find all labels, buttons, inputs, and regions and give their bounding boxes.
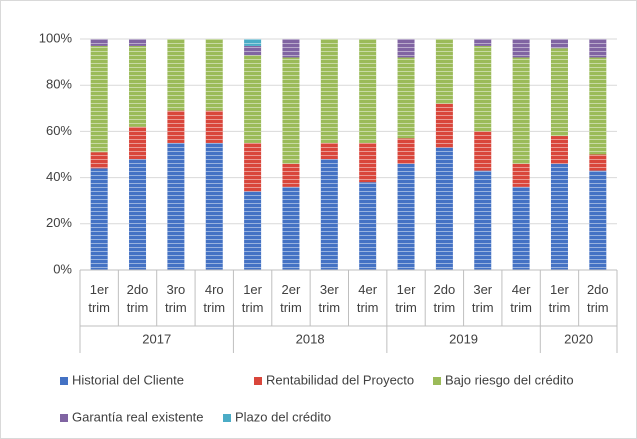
bar-texture xyxy=(550,136,568,164)
x-tick-label: 3er trim xyxy=(471,282,494,315)
x-tick-label: 1er trim xyxy=(395,282,417,315)
x-tick-label: 4er trim xyxy=(510,282,532,315)
bar-texture xyxy=(205,142,223,270)
legend-label: Garantía real existente xyxy=(72,409,204,424)
bar-texture xyxy=(589,154,607,171)
group-label: 2020 xyxy=(564,331,593,346)
bar-texture xyxy=(90,168,108,270)
bar-texture xyxy=(359,182,377,270)
bar-texture xyxy=(205,110,223,143)
bar-texture xyxy=(167,39,185,111)
y-tick-label: 40% xyxy=(46,169,72,184)
bar-texture xyxy=(90,39,108,46)
x-tick-label: 3er trim xyxy=(318,282,341,315)
legend-label: Bajo riesgo del crédito xyxy=(445,372,574,387)
legend-swatch xyxy=(223,414,231,422)
bar-texture xyxy=(167,110,185,143)
bar-texture xyxy=(435,39,453,104)
y-tick-label: 20% xyxy=(46,215,72,230)
bar-texture xyxy=(550,163,568,270)
bar-texture xyxy=(550,39,568,49)
y-tick-label: 60% xyxy=(46,123,72,138)
bar-texture xyxy=(589,57,607,155)
bar-texture xyxy=(397,39,415,58)
bar-texture xyxy=(589,39,607,58)
group-label: 2018 xyxy=(296,331,325,346)
x-tick-label: 1er trim xyxy=(241,282,264,315)
bar-texture xyxy=(397,163,415,270)
legend-label: Historial del Cliente xyxy=(72,372,184,387)
x-tick-label: 4ro trim xyxy=(203,282,226,315)
x-tick-label: 2do trim xyxy=(126,282,149,315)
bar-texture xyxy=(512,39,530,58)
y-tick-label: 100% xyxy=(39,30,73,45)
bar-texture xyxy=(589,170,607,270)
x-tick-label: 2do trim xyxy=(433,282,456,315)
bar-texture xyxy=(244,142,262,192)
bar-texture xyxy=(205,39,223,111)
legend-swatch xyxy=(433,377,441,385)
bar-texture xyxy=(397,57,415,139)
x-tick-label: 2er trim xyxy=(280,282,302,315)
legend-label: Rentabilidad del Proyecto xyxy=(266,372,414,387)
bar-texture xyxy=(282,39,300,58)
bar-texture xyxy=(359,39,377,143)
x-tick-label: 1er trim xyxy=(548,282,571,315)
bar-texture xyxy=(512,57,530,164)
legend-label: Plazo del crédito xyxy=(235,409,331,424)
bar-texture xyxy=(129,126,147,160)
legend-swatch xyxy=(254,377,262,385)
legend-swatch xyxy=(60,414,68,422)
bar-texture xyxy=(359,142,377,183)
bar-texture xyxy=(244,39,262,46)
bar-texture xyxy=(474,131,492,171)
legend-swatch xyxy=(60,377,68,385)
bar-texture xyxy=(90,45,108,153)
bar-texture xyxy=(244,55,262,143)
y-tick-label: 0% xyxy=(53,261,72,276)
bar-texture xyxy=(129,39,147,46)
bar-texture xyxy=(282,186,300,270)
bar-texture xyxy=(90,152,108,169)
bar-texture xyxy=(512,163,530,187)
x-tick-label: 2do trim xyxy=(586,282,609,315)
y-tick-label: 80% xyxy=(46,77,72,92)
x-tick-label: 4er trim xyxy=(356,282,379,315)
bar-texture xyxy=(244,45,262,56)
bar-texture xyxy=(244,191,262,270)
x-tick-label: 1er trim xyxy=(88,282,110,315)
bar-texture xyxy=(550,48,568,137)
bar-texture xyxy=(474,170,492,270)
bar-texture xyxy=(320,39,338,143)
bar-texture xyxy=(320,142,338,160)
bar-texture xyxy=(512,186,530,270)
bar-texture xyxy=(129,159,147,270)
bar-texture xyxy=(129,45,147,127)
x-tick-label: 3ro trim xyxy=(165,282,187,315)
bar-texture xyxy=(474,39,492,46)
bar-texture xyxy=(282,57,300,164)
bar-texture xyxy=(474,45,492,132)
group-label: 2019 xyxy=(449,331,478,346)
group-label: 2017 xyxy=(142,331,171,346)
bar-texture xyxy=(435,147,453,270)
bar-texture xyxy=(435,103,453,148)
bar-texture xyxy=(397,138,415,164)
bar-texture xyxy=(320,159,338,270)
bar-texture xyxy=(167,142,185,270)
bar-texture xyxy=(282,163,300,187)
